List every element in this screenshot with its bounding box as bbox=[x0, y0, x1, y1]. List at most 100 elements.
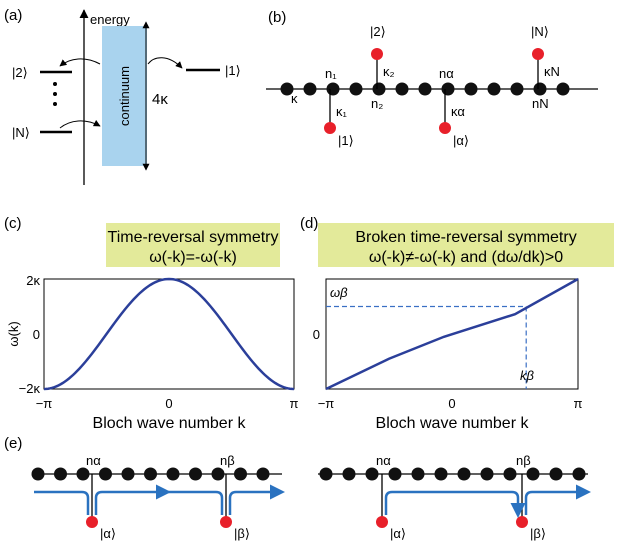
panel-d-title-box bbox=[318, 223, 614, 267]
flow-left-1 bbox=[34, 490, 90, 515]
xtick-c-right: π bbox=[290, 396, 299, 411]
level-1-label: |1⟩ bbox=[225, 63, 241, 78]
omega-beta-label: ωβ bbox=[330, 285, 348, 300]
level-2-label: |2⟩ bbox=[12, 65, 28, 80]
coupling-arrow-N bbox=[59, 119, 101, 129]
lattice-right-site-5 bbox=[434, 467, 448, 481]
emitter-alpha-right bbox=[376, 516, 388, 528]
k2-label: κ₂ bbox=[383, 64, 395, 79]
lattice-left-site-9 bbox=[234, 467, 247, 481]
panel-c-title-box bbox=[106, 223, 280, 267]
n2-label: n₂ bbox=[371, 96, 383, 111]
lattice-site-1 bbox=[303, 82, 317, 96]
n-beta-right: nβ bbox=[516, 453, 531, 468]
panel-c-xlabel: Bloch wave number k bbox=[93, 415, 247, 432]
n-alpha-right: nα bbox=[376, 453, 391, 468]
panel-d-xlabel: Bloch wave number k bbox=[376, 415, 530, 432]
k-beta-label: kβ bbox=[520, 368, 535, 383]
lattice-site-2 bbox=[326, 82, 340, 96]
lattice-site-4 bbox=[372, 82, 386, 96]
lattice-left-site-3 bbox=[99, 467, 112, 481]
flow-left-4 bbox=[228, 484, 285, 515]
xtick-d-mid: 0 bbox=[448, 396, 455, 411]
panel-d-title-2: ω(-k)≠-ω(-k) and (dω/dk)>0 bbox=[369, 249, 563, 266]
xtick-c-mid: 0 bbox=[165, 396, 172, 411]
ytick-c-mid: 0 bbox=[33, 327, 40, 342]
panel-b: (b) κ n₁ κ₁ |1⟩ |2⟩ κ₂ n₂ nα κα |α⟩ |N⟩ … bbox=[266, 9, 598, 148]
panel-c-title-2: ω(-k)=-ω(-k) bbox=[149, 249, 237, 266]
lattice-right-site-3 bbox=[388, 467, 402, 481]
lattice-right-site-2 bbox=[365, 467, 379, 481]
lattice-site-12 bbox=[556, 82, 570, 96]
lattice-right-site-7 bbox=[480, 467, 494, 481]
state-2-label: |2⟩ bbox=[370, 24, 386, 39]
panel-d-label: (d) bbox=[300, 215, 318, 232]
panel-b-label: (b) bbox=[268, 9, 286, 26]
ytick-d-mid: 0 bbox=[313, 327, 320, 342]
lattice-left-site-8 bbox=[211, 467, 225, 481]
emitter-alpha bbox=[439, 122, 451, 134]
lattice-site-0 bbox=[280, 82, 294, 96]
lattice-site-10 bbox=[510, 82, 524, 96]
panel-e: (e) nα nβ |α⟩ |β⟩ bbox=[4, 435, 591, 541]
emitter-alpha-left bbox=[86, 516, 98, 528]
state-N-label: |N⟩ bbox=[531, 24, 549, 39]
kN-label: κN bbox=[544, 64, 560, 79]
emitter-beta-left bbox=[220, 516, 232, 528]
level-N-label: |N⟩ bbox=[12, 125, 30, 140]
ytick-c-bot: −2κ bbox=[19, 381, 41, 396]
n-beta-left: nβ bbox=[220, 453, 235, 468]
lattice-site-3 bbox=[349, 82, 363, 96]
lattice-right-site-10 bbox=[549, 467, 563, 481]
panel-a-label: (a) bbox=[4, 7, 22, 24]
continuum-label: continuum bbox=[117, 66, 132, 126]
lattice-left-site-4 bbox=[121, 467, 135, 481]
panel-c-label: (c) bbox=[4, 215, 22, 232]
bandwidth-label: 4κ bbox=[152, 91, 168, 108]
lattice-left: nα nβ |α⟩ |β⟩ bbox=[31, 453, 285, 541]
xtick-d-right: π bbox=[574, 396, 583, 411]
lattice-site-8 bbox=[464, 82, 478, 96]
panel-c: (c) Time-reversal symmetry ω(-k)=-ω(-k) … bbox=[4, 215, 299, 432]
lattice-left-site-7 bbox=[189, 467, 202, 481]
dots bbox=[53, 82, 57, 86]
k1-label: κ₁ bbox=[336, 104, 348, 119]
emitter-1 bbox=[324, 122, 336, 134]
n1-label: n₁ bbox=[325, 66, 337, 81]
dispersion-curve-chiral bbox=[325, 277, 579, 391]
panel-c-title-1: Time-reversal symmetry bbox=[108, 229, 279, 246]
nN-label: nN bbox=[532, 96, 549, 111]
panel-d-title-1: Broken time-reversal symmetry bbox=[355, 229, 576, 246]
lattice-right-site-0 bbox=[319, 467, 333, 481]
state-alpha-label: |α⟩ bbox=[453, 133, 469, 148]
state-beta-left: |β⟩ bbox=[234, 526, 250, 541]
ytick-c-top: 2κ bbox=[26, 273, 40, 288]
coupling-arrow-1 bbox=[147, 57, 183, 69]
state-beta-right: |β⟩ bbox=[530, 526, 546, 541]
lattice-left-site-0 bbox=[31, 467, 45, 481]
lattice-site-9 bbox=[487, 82, 501, 96]
lattice-right-site-8 bbox=[503, 467, 517, 481]
flow-right-1 bbox=[384, 490, 526, 518]
coupling-arrow-2 bbox=[59, 58, 101, 67]
lattice-site-6 bbox=[418, 82, 432, 96]
flow-left-2 bbox=[94, 484, 171, 515]
panel-a: (a) energy continuum 4κ |2⟩ |N⟩ |1⟩ bbox=[4, 7, 241, 185]
lattice-left-site-1 bbox=[54, 467, 67, 481]
emitter-beta-right bbox=[516, 516, 528, 528]
lattice-left-site-10 bbox=[256, 467, 270, 481]
xtick-d-left: −π bbox=[318, 396, 335, 411]
n-alpha-left: nα bbox=[86, 453, 101, 468]
dispersion-curve-symmetric bbox=[43, 277, 295, 391]
lattice-right-sites bbox=[319, 467, 586, 481]
emitter-2 bbox=[371, 48, 383, 60]
lattice-right-site-11 bbox=[572, 467, 586, 481]
emitter-N bbox=[532, 48, 544, 60]
lattice-site-11 bbox=[533, 82, 547, 96]
panel-e-label: (e) bbox=[4, 435, 22, 452]
flow-right-2 bbox=[524, 484, 591, 515]
lattice-left-sites bbox=[31, 467, 270, 481]
n-alpha-label: nα bbox=[439, 66, 454, 81]
lattice-right-site-4 bbox=[411, 467, 425, 481]
